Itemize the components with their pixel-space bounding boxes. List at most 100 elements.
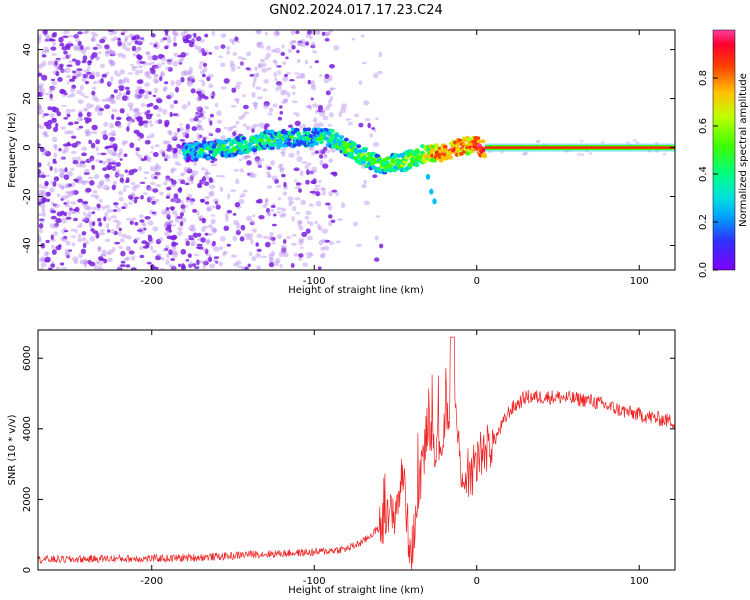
spectral-speck — [38, 258, 43, 262]
ridge-point — [408, 149, 414, 154]
spectral-speck — [123, 76, 128, 83]
spectral-speck — [86, 206, 93, 210]
y-tick-label: 0 — [22, 567, 33, 573]
spectral-speck — [279, 213, 285, 218]
spectral-speck — [309, 146, 315, 152]
spectral-speck — [38, 38, 41, 45]
spectral-speck — [313, 123, 320, 129]
spectral-speck — [72, 58, 77, 62]
spectral-speck — [116, 220, 122, 225]
y-tick-label: 20 — [22, 92, 33, 105]
spectral-speck — [194, 114, 200, 119]
spectral-speck — [263, 202, 269, 206]
ridge-point — [390, 158, 396, 163]
spectral-speck — [38, 103, 41, 109]
spectral-speck — [310, 44, 316, 49]
spectral-speck — [80, 159, 84, 165]
spectral-speck — [233, 262, 239, 267]
spectral-speck — [295, 75, 300, 79]
spectral-speck — [215, 260, 219, 264]
spectral-speck — [65, 54, 70, 59]
spectral-speck — [300, 42, 307, 48]
spectral-speck — [261, 67, 268, 73]
spectral-speck — [130, 255, 136, 261]
spectral-speck — [235, 229, 241, 236]
spectral-speck — [347, 121, 353, 126]
ridge-point — [208, 149, 214, 154]
spectral-speck — [202, 260, 209, 266]
spectral-speck — [59, 172, 65, 179]
spectral-speck — [295, 112, 300, 117]
spectral-speck — [223, 126, 228, 130]
spectral-speck — [232, 213, 237, 216]
spectral-speck — [124, 86, 130, 90]
ridge-point — [475, 136, 481, 141]
spectral-speck — [166, 94, 172, 100]
spectral-speck — [233, 219, 239, 226]
spectral-speck — [171, 251, 178, 258]
ridge-point — [296, 131, 301, 136]
spectral-speck — [536, 139, 541, 143]
spectral-speck — [189, 260, 193, 267]
spectral-speck — [39, 146, 45, 153]
spectral-speck — [126, 96, 130, 101]
spectral-speck — [64, 251, 71, 257]
spectral-speck — [46, 198, 50, 203]
spectral-speck — [278, 251, 284, 258]
spectral-speck — [114, 205, 119, 209]
spectral-speck — [315, 200, 322, 207]
spectral-speck — [324, 31, 329, 36]
spectral-speck — [106, 157, 111, 163]
spectral-speck — [371, 127, 376, 130]
spectral-speck — [202, 263, 206, 270]
spectral-speck — [128, 250, 135, 255]
spectral-speck — [131, 217, 137, 221]
spectral-speck — [155, 183, 162, 188]
spectral-speck — [247, 263, 251, 268]
spectral-speck — [204, 33, 209, 38]
spectral-speck — [99, 253, 106, 257]
spectral-speck — [137, 154, 143, 160]
spectral-speck — [294, 186, 301, 190]
spectral-speck — [55, 64, 61, 71]
spectral-speck — [74, 121, 79, 125]
spectral-speck — [116, 267, 123, 270]
spectral-speck — [234, 84, 241, 90]
spectral-speck — [117, 265, 122, 270]
spectral-speck — [243, 111, 250, 115]
spectral-speck — [353, 221, 358, 227]
spectral-speck — [38, 223, 44, 229]
spectral-speck — [214, 102, 219, 108]
spectral-speck — [304, 41, 310, 46]
spectral-speck — [363, 100, 370, 106]
spectral-speck — [205, 238, 211, 244]
spectral-speck — [239, 195, 243, 198]
spectral-speck — [276, 65, 282, 68]
spectral-speck — [38, 197, 44, 203]
spectral-speck — [132, 66, 139, 69]
spectral-speck — [65, 240, 71, 246]
spectral-speck — [111, 130, 116, 136]
spectral-speck — [112, 151, 117, 156]
spectral-speck — [74, 46, 81, 51]
spectral-speck — [44, 149, 48, 155]
spectral-speck — [84, 168, 90, 174]
spectral-speck — [118, 173, 125, 178]
spectral-speck — [94, 194, 100, 200]
spectral-speck — [126, 42, 132, 46]
spectral-speck — [298, 188, 302, 193]
spectral-speck — [59, 262, 65, 266]
spectral-speck — [197, 124, 203, 128]
spectral-speck — [63, 117, 69, 120]
spectral-speck — [274, 77, 278, 82]
ridge-point — [299, 140, 305, 145]
spectral-speck — [153, 43, 158, 48]
spectral-speck — [115, 94, 121, 100]
ridge-point — [260, 141, 266, 146]
spectral-speck — [104, 51, 111, 54]
spectral-speck — [48, 267, 53, 270]
spectral-speck — [99, 63, 106, 69]
spectral-speck — [294, 179, 298, 183]
spectral-speck — [307, 30, 312, 35]
